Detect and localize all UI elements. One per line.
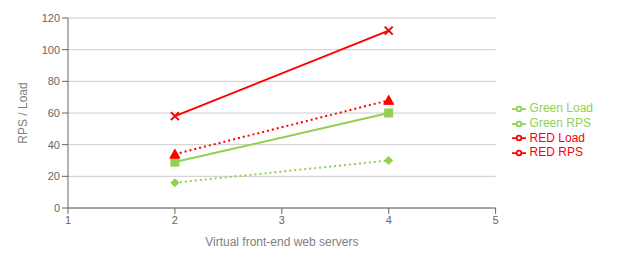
svg-text:80: 80 [48,75,60,87]
html-text:Green Load: Green Load [529,100,593,115]
svg-text:RPS / Load: RPS / Load [16,82,30,143]
svg-text:2: 2 [172,214,178,226]
html-text:RED Load: RED Load [529,130,585,145]
svg-text:60: 60 [48,107,60,119]
svg-text:4: 4 [386,214,392,226]
svg-text:100: 100 [42,44,60,56]
svg-text:1: 1 [65,214,71,226]
svg-text:40: 40 [48,139,60,151]
svg-text:0: 0 [54,202,60,214]
svg-text:120: 120 [42,12,60,24]
html-text:RED RPS: RED RPS [529,145,583,160]
svg-text:Virtual front-end web servers: Virtual front-end web servers [205,235,358,249]
svg-text:3: 3 [279,214,285,226]
svg-text:20: 20 [48,170,60,182]
html-text:Green RPS: Green RPS [529,115,591,130]
svg-text:5: 5 [493,214,499,226]
